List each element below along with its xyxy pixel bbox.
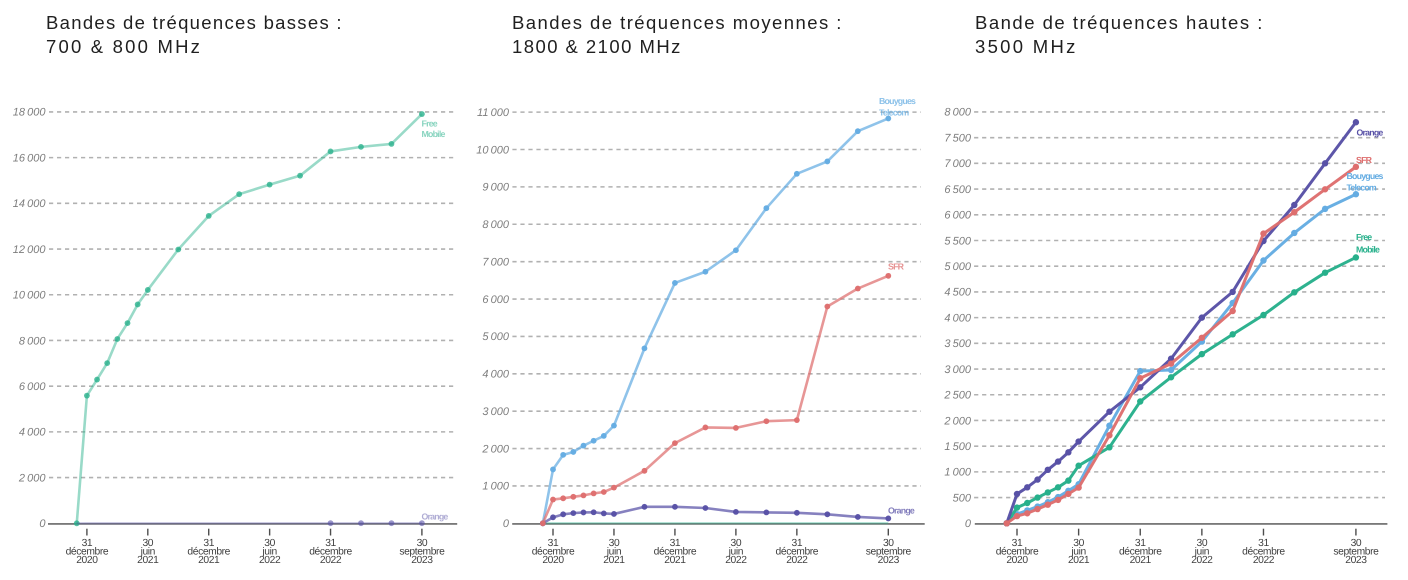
svg-text:Orange: Orange	[422, 512, 449, 522]
svg-text:0: 0	[965, 518, 972, 530]
svg-text:Free: Free	[422, 119, 438, 129]
svg-text:3 500: 3 500	[944, 338, 972, 350]
svg-text:7 500: 7 500	[944, 132, 972, 144]
svg-text:2 000: 2 000	[18, 472, 47, 484]
svg-text:4 000: 4 000	[944, 312, 972, 324]
svg-text:Orange: Orange	[888, 506, 915, 516]
svg-text:1 000: 1 000	[944, 467, 972, 479]
svg-text:SFR: SFR	[888, 262, 905, 272]
svg-text:1 000: 1 000	[482, 481, 510, 493]
svg-text:Mobile: Mobile	[422, 129, 446, 139]
svg-text:2 500: 2 500	[943, 390, 972, 402]
svg-text:8 000: 8 000	[19, 335, 47, 347]
svg-text:5 000: 5 000	[482, 331, 510, 343]
svg-text:7 000: 7 000	[482, 256, 510, 268]
svg-text:4 000: 4 000	[482, 369, 510, 381]
svg-text:14 000: 14 000	[13, 198, 47, 210]
svg-text:Telecom: Telecom	[879, 108, 909, 118]
svg-text:4 000: 4 000	[19, 427, 47, 439]
svg-text:2 000: 2 000	[943, 415, 972, 427]
svg-text:12 000: 12 000	[13, 244, 47, 256]
svg-text:9 000: 9 000	[482, 182, 510, 194]
svg-text:Mobile: Mobile	[1356, 245, 1380, 255]
svg-text:18 000: 18 000	[13, 107, 47, 119]
svg-text:6 000: 6 000	[482, 294, 510, 306]
svg-text:6 000: 6 000	[19, 381, 47, 393]
svg-text:16 000: 16 000	[13, 152, 47, 164]
svg-text:6 000: 6 000	[944, 210, 972, 222]
svg-text:SFR: SFR	[1356, 155, 1373, 165]
svg-text:7 000: 7 000	[944, 158, 972, 170]
svg-text:4 500: 4 500	[944, 287, 972, 299]
svg-text:0: 0	[39, 518, 46, 530]
svg-text:Telecom: Telecom	[1347, 183, 1377, 193]
svg-text:5 000: 5 000	[944, 261, 972, 273]
svg-text:Bouygues: Bouygues	[879, 96, 916, 106]
svg-text:11 000: 11 000	[477, 107, 510, 119]
svg-text:0: 0	[503, 518, 510, 530]
svg-text:5 500: 5 500	[944, 235, 972, 247]
svg-text:10 000: 10 000	[13, 290, 47, 302]
svg-text:Bouygues: Bouygues	[1347, 171, 1384, 181]
svg-text:8 000: 8 000	[944, 107, 972, 119]
svg-text:10 000: 10 000	[476, 144, 510, 156]
svg-text:8 000: 8 000	[482, 219, 510, 231]
svg-text:1 500: 1 500	[944, 441, 972, 453]
svg-text:3 000: 3 000	[944, 364, 972, 376]
svg-text:2 000: 2 000	[481, 443, 510, 455]
svg-text:500: 500	[953, 492, 972, 504]
svg-text:3 000: 3 000	[482, 406, 510, 418]
svg-text:Orange: Orange	[1357, 128, 1384, 138]
svg-text:6 500: 6 500	[944, 184, 972, 196]
svg-text:Free: Free	[1356, 232, 1372, 242]
